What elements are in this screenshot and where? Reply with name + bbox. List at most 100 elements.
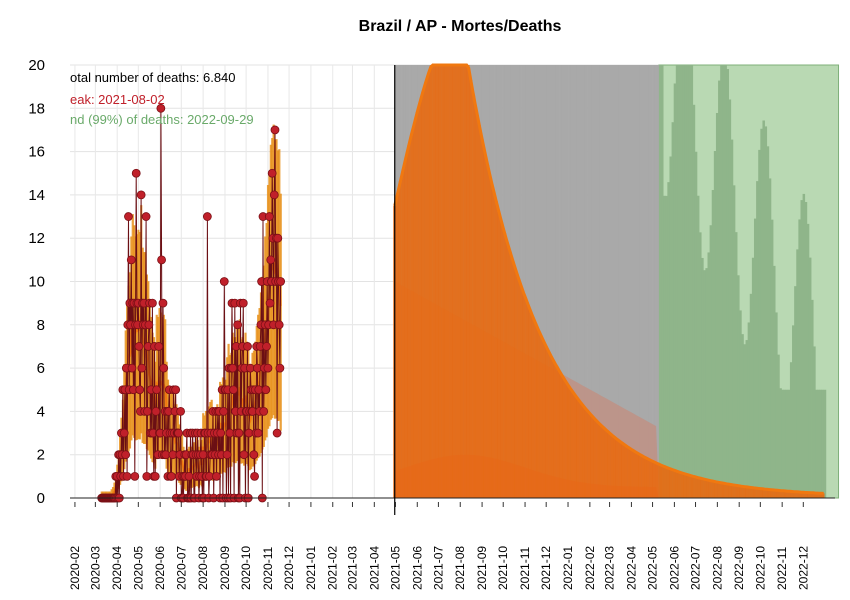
- uncertainty-bar: [701, 257, 704, 498]
- y-tick-label: 16: [28, 144, 45, 161]
- uncertainty-bar: [677, 65, 681, 498]
- projection-bar: [418, 101, 422, 498]
- projection-bar: [731, 484, 735, 498]
- y-tick-label: 18: [28, 100, 45, 117]
- x-tick-label: 2022-03: [603, 546, 617, 590]
- uncertainty-bar: [680, 65, 683, 498]
- projection-bar: [658, 464, 662, 498]
- uncertainty-bar: [694, 151, 698, 498]
- uncertainty-bar: [587, 65, 590, 498]
- projection-line: [393, 63, 824, 495]
- x-tick-label: 2022-11: [775, 547, 789, 590]
- projection-bar: [514, 270, 518, 498]
- y-tick-label: 4: [37, 403, 45, 420]
- projection-bar: [553, 363, 557, 498]
- fit-interval-bar: [159, 312, 163, 458]
- uncertainty-bar: [696, 195, 700, 498]
- observed-point: [171, 385, 181, 395]
- uncertainty-bar: [557, 65, 560, 498]
- uncertainty-bar: [612, 65, 615, 498]
- uncertainty-bar: [601, 65, 605, 498]
- projection-bar: [813, 492, 817, 498]
- observed-point: [154, 342, 164, 351]
- projection-bar: [551, 358, 555, 498]
- uncertainty-bar: [802, 193, 806, 498]
- x-tick-label: 2021-03: [345, 546, 359, 590]
- projection-bar: [815, 493, 819, 498]
- projection-bar: [596, 421, 600, 498]
- projection-bar: [477, 125, 481, 498]
- uncertainty-bar: [538, 65, 541, 498]
- projection-bar: [663, 466, 667, 498]
- uncertainty-bar: [631, 65, 634, 498]
- uncertainty-bar: [549, 65, 552, 498]
- projection-bar: [610, 434, 614, 498]
- projection-bar: [700, 478, 704, 498]
- observed-point: [126, 255, 136, 265]
- observed-point: [219, 277, 229, 286]
- total-deaths-annotation: otal number of deaths: 6.840: [70, 70, 236, 85]
- observed-point: [228, 363, 238, 373]
- uncertainty-bar: [663, 195, 666, 498]
- projection-bar: [818, 493, 822, 498]
- projection-bar: [415, 111, 419, 498]
- uncertainty-bar: [718, 80, 721, 498]
- projection-bar: [460, 65, 464, 498]
- uncertainty-bar: [608, 65, 611, 498]
- uncertainty-bar: [665, 195, 668, 499]
- projection-bar: [511, 261, 515, 498]
- x-tick-label: 2021-10: [496, 546, 510, 590]
- observed-point: [233, 320, 243, 330]
- projection-bar: [528, 309, 532, 498]
- x-tick-label: 2022-02: [583, 546, 597, 590]
- projection-bar: [534, 323, 538, 498]
- observed-point: [127, 363, 137, 373]
- uncertainty-bar: [783, 389, 787, 498]
- projection-bar: [714, 481, 718, 498]
- observed-point: [158, 298, 168, 308]
- uncertainty-bar: [603, 65, 607, 498]
- uncertainty-bar: [669, 156, 672, 498]
- projection-bar: [652, 461, 656, 498]
- observed-point: [262, 342, 271, 351]
- uncertainty-bar: [646, 65, 649, 498]
- observed-point: [274, 320, 284, 330]
- projection-bar: [517, 278, 521, 498]
- observed-point: [134, 342, 144, 351]
- x-tick-label: 2020-03: [88, 546, 102, 590]
- uncertainty-bar: [715, 112, 719, 498]
- observed-point: [122, 471, 132, 481]
- uncertainty-bar: [544, 65, 548, 498]
- projection-bar: [449, 65, 453, 498]
- uncertainty-bar: [739, 310, 742, 498]
- uncertainty-bar: [570, 65, 573, 498]
- projection-bar: [441, 65, 445, 498]
- projection-bar: [686, 474, 690, 498]
- observed-point: [234, 428, 244, 438]
- projection-bar: [627, 447, 631, 498]
- fit-interval-bar: [181, 433, 184, 485]
- uncertainty-bar: [572, 65, 575, 498]
- projection-bar: [497, 212, 501, 498]
- observed-point: [266, 255, 276, 265]
- uncertainty-bar: [610, 65, 613, 498]
- observed-point: [216, 428, 226, 438]
- uncertainty-bar: [654, 65, 658, 498]
- uncertainty-bar: [684, 65, 687, 498]
- uncertainty-bar: [671, 122, 675, 498]
- projection-bar: [494, 201, 498, 499]
- x-tick-label: 2020-08: [196, 546, 210, 590]
- projection-bar: [579, 402, 583, 498]
- uncertainty-bar: [523, 65, 527, 498]
- projection-bar: [798, 492, 802, 498]
- observed-point: [141, 212, 151, 221]
- projection-bar: [649, 460, 653, 498]
- uncertainty-bar: [688, 65, 691, 498]
- projection-bar: [503, 233, 507, 499]
- uncertainty-bar: [639, 65, 643, 498]
- projection-bar: [565, 382, 569, 498]
- uncertainty-bar: [527, 65, 531, 498]
- projection-bar: [613, 437, 617, 498]
- projection-bar: [666, 467, 670, 498]
- uncertainty-bar: [521, 65, 525, 498]
